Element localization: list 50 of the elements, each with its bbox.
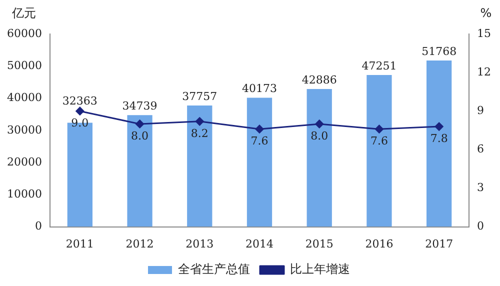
x-tick-label: 2015 bbox=[305, 237, 334, 250]
data-label: 8.0 bbox=[310, 129, 328, 142]
point bbox=[434, 122, 444, 131]
y-tick-label: 60000 bbox=[6, 26, 42, 40]
y-tick-label: 20000 bbox=[6, 155, 42, 168]
y-axis-title: 亿元 bbox=[11, 6, 36, 20]
point bbox=[255, 124, 264, 134]
point bbox=[136, 120, 144, 128]
legend-label: 比上年增速 bbox=[290, 262, 350, 276]
bar bbox=[306, 88, 332, 227]
y-tick-label: 0 bbox=[34, 220, 42, 233]
bar bbox=[426, 60, 452, 227]
bar bbox=[127, 115, 152, 227]
y2-tick-label: 3 bbox=[477, 181, 484, 194]
point bbox=[76, 106, 84, 116]
y2-tick-label: 9 bbox=[477, 104, 484, 117]
data-label: 8.0 bbox=[131, 129, 149, 142]
x-tick-label: 2012 bbox=[126, 237, 154, 250]
y2-tick-label: 6 bbox=[477, 142, 484, 156]
y2-axis-title: % bbox=[480, 6, 492, 20]
data-label: 47251 bbox=[362, 59, 397, 72]
data-label: 40173 bbox=[242, 82, 277, 96]
data-label: 42886 bbox=[302, 73, 337, 86]
data-label: 34739 bbox=[122, 100, 158, 113]
data-label: 7.6 bbox=[370, 134, 388, 148]
y-tick-label: 10000 bbox=[6, 188, 42, 201]
data-label: 51768 bbox=[422, 44, 457, 58]
y2-tick-label: 12 bbox=[477, 65, 492, 78]
data-label: 8.2 bbox=[190, 126, 208, 140]
x-tick-label: 2011 bbox=[66, 237, 94, 250]
bar bbox=[187, 105, 212, 227]
legend-label: 全省生产总值 bbox=[178, 262, 250, 276]
point bbox=[195, 117, 204, 126]
bar bbox=[366, 74, 392, 227]
x-tick-label: 2017 bbox=[425, 237, 454, 250]
y-tick-label: 40000 bbox=[6, 91, 42, 104]
y-tick-label: 30000 bbox=[6, 123, 42, 136]
data-label: 32363 bbox=[62, 94, 98, 108]
bar bbox=[246, 98, 272, 227]
data-label: 37757 bbox=[182, 90, 218, 103]
x-tick-label: 2013 bbox=[186, 237, 214, 250]
point bbox=[315, 120, 324, 128]
point bbox=[374, 124, 384, 134]
y2-tick-label: 0 bbox=[477, 220, 484, 233]
data-label: 7.8 bbox=[430, 132, 448, 145]
y-tick-label: 50000 bbox=[6, 58, 42, 72]
x-tick-label: 2014 bbox=[246, 237, 274, 250]
x-tick-label: 2016 bbox=[365, 237, 394, 250]
y2-tick-label: 15 bbox=[477, 26, 492, 40]
data-label: 7.6 bbox=[250, 134, 268, 148]
